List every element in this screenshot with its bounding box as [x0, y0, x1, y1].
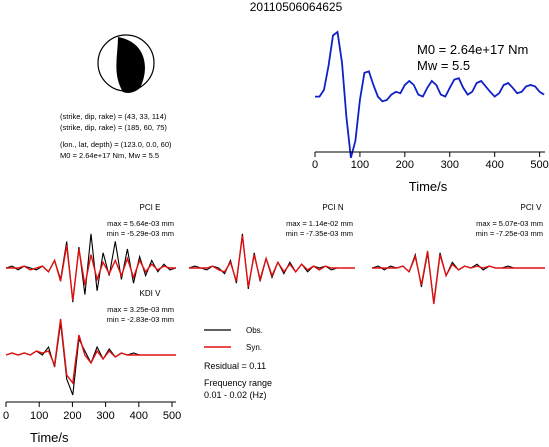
- focal-mechanism-beachball: [97, 34, 155, 93]
- stf-tick-label: 300: [441, 159, 459, 171]
- stf-xlabel: Time/s: [409, 179, 448, 194]
- observed-trace: [188, 233, 355, 289]
- waveform-tick-label: 100: [30, 410, 48, 422]
- stf-series-line: [315, 30, 545, 159]
- station-label: PCI V: [521, 203, 543, 212]
- waveform-tick-label: 200: [63, 410, 81, 422]
- synthetic-trace: [372, 250, 545, 305]
- stf-plot: 0 100 200 300 400 500 Time/s M0 = 2.64e+17 Nm…: [312, 30, 549, 194]
- frequency-range: 0.01 - 0.02 (Hz): [204, 390, 267, 400]
- stf-tick-label: 400: [486, 159, 504, 171]
- waveform-tick-label: 400: [130, 410, 148, 422]
- max-amplitude: max = 5.64e-03 mm: [107, 219, 174, 228]
- min-amplitude: min = -7.25e-03 mm: [476, 229, 543, 238]
- stf-tick-label: 500: [530, 159, 548, 171]
- max-amplitude: max = 5.07e-03 mm: [476, 219, 543, 228]
- synthetic-trace: [189, 235, 355, 288]
- stf-m0-label: M0 = 2.64e+17 Nm: [417, 42, 528, 57]
- waveform-tick-label: 500: [163, 410, 181, 422]
- legend-syn-label: Syn.: [246, 343, 262, 352]
- synthetic-trace: [5, 318, 176, 385]
- figure-title: 20110506064625: [250, 0, 343, 14]
- legend-obs-label: Obs.: [246, 326, 263, 335]
- waveform-tick-label: 0: [3, 410, 9, 422]
- waveform-axis: 0 100 200 300 400 500 Time/s: [3, 401, 181, 445]
- station-label: KDI V: [140, 289, 162, 298]
- nodal-plane-2: (strike, dip, rake) = (185, 60, 75): [60, 123, 167, 132]
- synthetic-trace: [6, 245, 176, 301]
- station-label: PCI E: [140, 203, 161, 212]
- residual-text: Residual = 0.11: [204, 361, 266, 371]
- focal-parameters: (strike, dip, rake) = (43, 33, 114) (str…: [60, 112, 172, 160]
- legend: Obs. Syn. Residual = 0.11 Frequency rang…: [204, 326, 272, 400]
- observed-trace: [5, 322, 176, 396]
- stf-tick-label: 200: [396, 159, 414, 171]
- min-amplitude: min = -5.29e-03 mm: [107, 229, 174, 238]
- waveform-tick-label: 300: [96, 410, 114, 422]
- min-amplitude: min = -2.83e-03 mm: [107, 315, 174, 324]
- frequency-title: Frequency range: [204, 378, 272, 388]
- max-amplitude: max = 3.25e-03 mm: [107, 305, 174, 314]
- station-label: PCI N: [322, 203, 344, 212]
- max-amplitude: max = 1.14e-02 mm: [286, 219, 353, 228]
- stf-tick-label: 0: [312, 159, 318, 171]
- min-amplitude: min = -7.35e-03 mm: [286, 229, 353, 238]
- nodal-plane-1: (strike, dip, rake) = (43, 33, 114): [60, 112, 167, 121]
- hypocenter-location: (lon., lat, depth) = (123.0, 0.0, 60): [60, 140, 172, 149]
- moment-magnitude-line: M0 = 2.64e+17 Nm, Mw = 5.5: [60, 151, 159, 160]
- stf-tick-label: 100: [351, 159, 369, 171]
- waveform-xlabel: Time/s: [30, 430, 69, 445]
- observed-trace: [371, 252, 545, 303]
- stf-mw-label: Mw = 5.5: [417, 58, 470, 73]
